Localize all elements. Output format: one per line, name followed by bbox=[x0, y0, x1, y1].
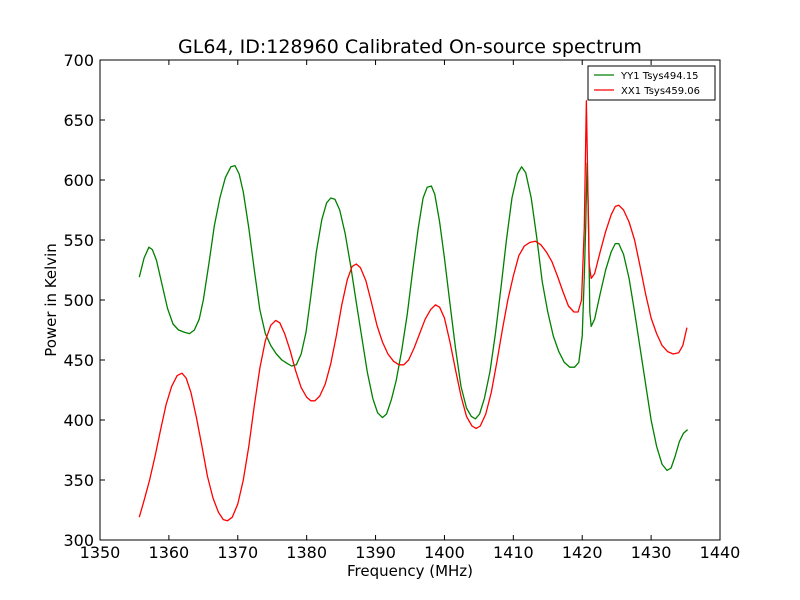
series-line-2 bbox=[138, 100, 688, 522]
x-tick-label: 1390 bbox=[355, 543, 396, 562]
legend: YY1 Tsys494.15 XX1 Tsys459.06 bbox=[587, 65, 716, 101]
axis-ticks: 1350 1360 1370 1380 1390 1400 1410 1420 1430 1440… bbox=[63, 51, 740, 562]
x-tick-label: 1370 bbox=[217, 543, 258, 562]
legend-label-1: YY1 Tsys494.15 bbox=[620, 71, 699, 82]
x-axis-title: Frequency (MHz) bbox=[347, 562, 473, 580]
y-tick-label: 650 bbox=[63, 111, 94, 130]
chart-title: GL64, ID:128960 Calibrated On-source spe… bbox=[178, 36, 642, 58]
x-tick-label: 1440 bbox=[700, 543, 741, 562]
x-tick-label: 1350 bbox=[80, 543, 121, 562]
x-tick-label: 1430 bbox=[631, 543, 672, 562]
x-tick-label: 1400 bbox=[424, 543, 465, 562]
y-tick-label: 400 bbox=[63, 411, 94, 430]
y-axis-title: Power in Kelvin bbox=[42, 243, 60, 357]
x-tick-label: 1420 bbox=[562, 543, 603, 562]
y-tick-label: 600 bbox=[63, 171, 94, 190]
y-tick-label: 500 bbox=[63, 291, 94, 310]
y-tick-label: 700 bbox=[63, 51, 94, 70]
legend-box bbox=[587, 65, 716, 101]
x-tick-label: 1410 bbox=[493, 543, 534, 562]
y-tick-label: 550 bbox=[63, 231, 94, 250]
x-tick-label: 1380 bbox=[286, 543, 327, 562]
legend-label-2: XX1 Tsys459.06 bbox=[621, 86, 700, 97]
y-tick-label: 350 bbox=[63, 471, 94, 490]
x-tick-label: 1360 bbox=[149, 543, 190, 562]
series-line-1 bbox=[138, 162, 689, 472]
y-tick-label: 300 bbox=[63, 531, 94, 550]
y-tick-label: 450 bbox=[63, 351, 94, 370]
plot-area bbox=[138, 100, 689, 522]
